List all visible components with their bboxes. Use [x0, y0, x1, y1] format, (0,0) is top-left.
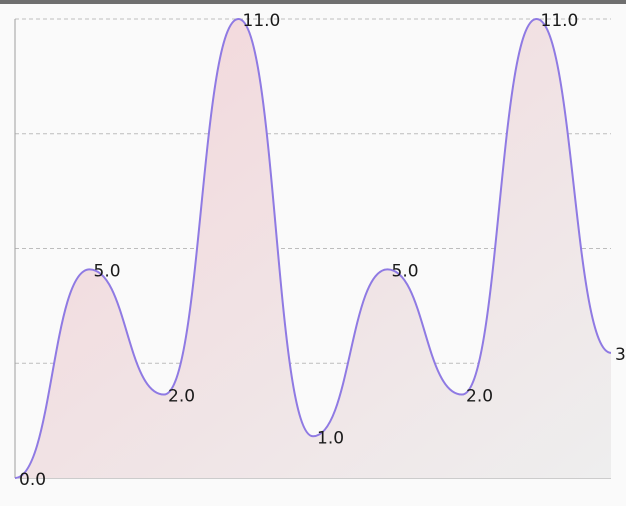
data-label-5: 5.0 [392, 261, 419, 281]
data-label-6: 2.0 [466, 387, 493, 407]
data-label-8: 3 [615, 345, 626, 365]
area-fill [15, 19, 611, 478]
data-labels: 0.0 5.0 2.0 11.0 1.0 5.0 2.0 11.0 3 [19, 11, 626, 490]
data-label-0: 0.0 [19, 470, 46, 490]
data-label-2: 2.0 [168, 387, 195, 407]
data-label-4: 1.0 [317, 428, 344, 448]
data-label-3: 11.0 [243, 11, 281, 31]
data-label-7: 11.0 [541, 11, 579, 31]
data-label-1: 5.0 [94, 261, 121, 281]
top-bar [0, 0, 626, 4]
series-line [14, 17, 612, 479]
